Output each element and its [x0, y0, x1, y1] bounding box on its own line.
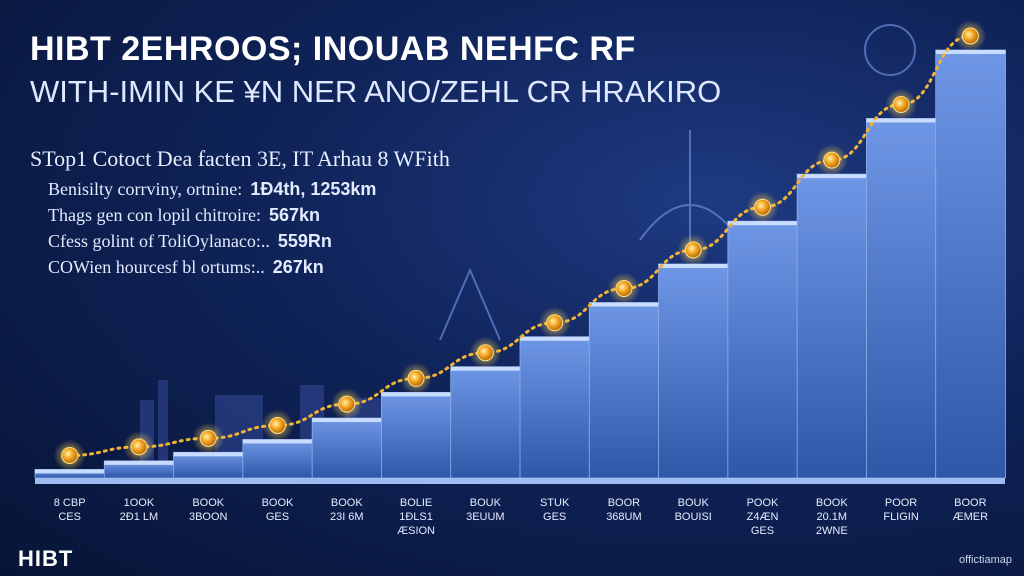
- step-bar: [519, 336, 591, 479]
- step-top-edge: [520, 336, 590, 341]
- stat-label: Cfess golint of ToliOylanaco:..: [48, 231, 270, 251]
- step-top-edge: [104, 460, 175, 465]
- step-bar: [173, 451, 244, 479]
- chart-baseline: [35, 478, 1005, 484]
- stat-value: 267kn: [272, 257, 324, 277]
- step-top-edge: [450, 366, 521, 371]
- stat-value: 559Rn: [277, 231, 332, 251]
- x-tick-label: BOOR ÆMER: [953, 497, 989, 523]
- stat-value: 567kn: [268, 205, 320, 225]
- data-point: [269, 416, 286, 434]
- data-point: [546, 314, 564, 332]
- step-top-edge: [658, 264, 729, 268]
- x-axis-labels: 8 CBP CES 1OOK 2Ð1 LM BOOK 3BOON BOOK GES BOOK 23…: [54, 497, 988, 537]
- step-top-edge: [312, 418, 382, 423]
- x-tick-label: STUK GES: [540, 497, 570, 523]
- step-top-edge: [797, 174, 867, 179]
- stat-label: COWien hourcesf bl ortums:..: [48, 257, 265, 277]
- step-top-edge: [242, 439, 313, 444]
- x-tick-label: BOOK 3BOON: [189, 497, 228, 523]
- data-point: [130, 438, 148, 456]
- step-top-edge: [381, 392, 452, 397]
- step-top-edge: [173, 452, 244, 457]
- data-point: [199, 429, 217, 447]
- stat-row: Benisilty corrviny, ortnine: 1Ð4th, 1253k…: [48, 176, 376, 202]
- stat-row: COWien hourcesf bl ortums:.. 267kn: [48, 254, 376, 280]
- data-point: [407, 369, 425, 387]
- step-bar: [727, 220, 799, 479]
- stat-label: Benisilty corrviny, ortnine:: [48, 179, 243, 199]
- step-bar: [311, 417, 383, 479]
- data-point: [892, 95, 910, 113]
- step-bar: [588, 302, 660, 479]
- x-tick-label: BOUK 3EUUM: [466, 497, 505, 523]
- chart-title-line-1: HIBT 2EHROOS; INOUAB NEHFC RF: [30, 30, 636, 68]
- step-top-edge: [727, 221, 798, 226]
- stat-label: Thags gen con lopil chitroire:: [48, 205, 261, 225]
- step-bar: [242, 439, 314, 479]
- step-top-edge: [35, 469, 105, 474]
- x-tick-label: 8 CBP CES: [54, 497, 86, 523]
- data-point: [684, 241, 702, 259]
- x-tick-label: BOOK 20.1M 2WNE: [816, 497, 848, 537]
- x-tick-label: BOOK GES: [262, 497, 294, 523]
- stat-row: Thags gen con lopil chitroire: 567kn: [48, 202, 376, 228]
- x-tick-label: POOK Z4ÆN GES: [747, 497, 779, 537]
- x-tick-label: BOOK 23I 6M: [330, 497, 364, 523]
- step-top-edge: [589, 302, 660, 307]
- step-bar: [796, 173, 868, 479]
- step-top-edge: [866, 118, 937, 123]
- data-point: [754, 198, 771, 216]
- x-tick-label: 1OOK 2Ð1 LM: [120, 497, 159, 523]
- data-point: [61, 446, 79, 464]
- x-tick-label: POOR FLIGIN: [883, 497, 919, 523]
- chart-title-line-2: WITH-IMIN KE ¥N NER ANO/ZEHL CR HRAKIRO: [30, 74, 722, 109]
- step-bar: [381, 391, 452, 479]
- data-point: [823, 151, 841, 169]
- step-bar: [935, 49, 1006, 479]
- step-bar: [658, 263, 729, 479]
- step-bar: [450, 366, 521, 479]
- stats-heading: STop1 Cotoct Dea facten 3E, IT Arhau 8 W…: [30, 146, 450, 171]
- data-point: [338, 395, 356, 413]
- step-top-edge: [935, 50, 1006, 54]
- watermark: offictiamap: [959, 554, 1012, 566]
- step-bar: [866, 118, 937, 479]
- data-point: [476, 344, 494, 362]
- stat-value: 1Ð4th, 1253km: [250, 179, 377, 199]
- staircase-bars: [34, 49, 1006, 484]
- data-point: [615, 280, 633, 298]
- x-tick-label: BOUK BOUISI: [675, 497, 712, 523]
- x-tick-label: BOOR 368UM: [606, 497, 641, 523]
- hibt-logo: HIBT: [18, 546, 74, 571]
- stats-list: Benisilty corrviny, ortnine: 1Ð4th, 1253k…: [48, 176, 376, 280]
- trend-nodes: [53, 20, 987, 472]
- data-point: [961, 27, 979, 45]
- stat-row: Cfess golint of ToliOylanaco:.. 559Rn: [48, 228, 376, 254]
- x-tick-label: BOLIE 1ÐLS1 ÆSION: [397, 497, 435, 537]
